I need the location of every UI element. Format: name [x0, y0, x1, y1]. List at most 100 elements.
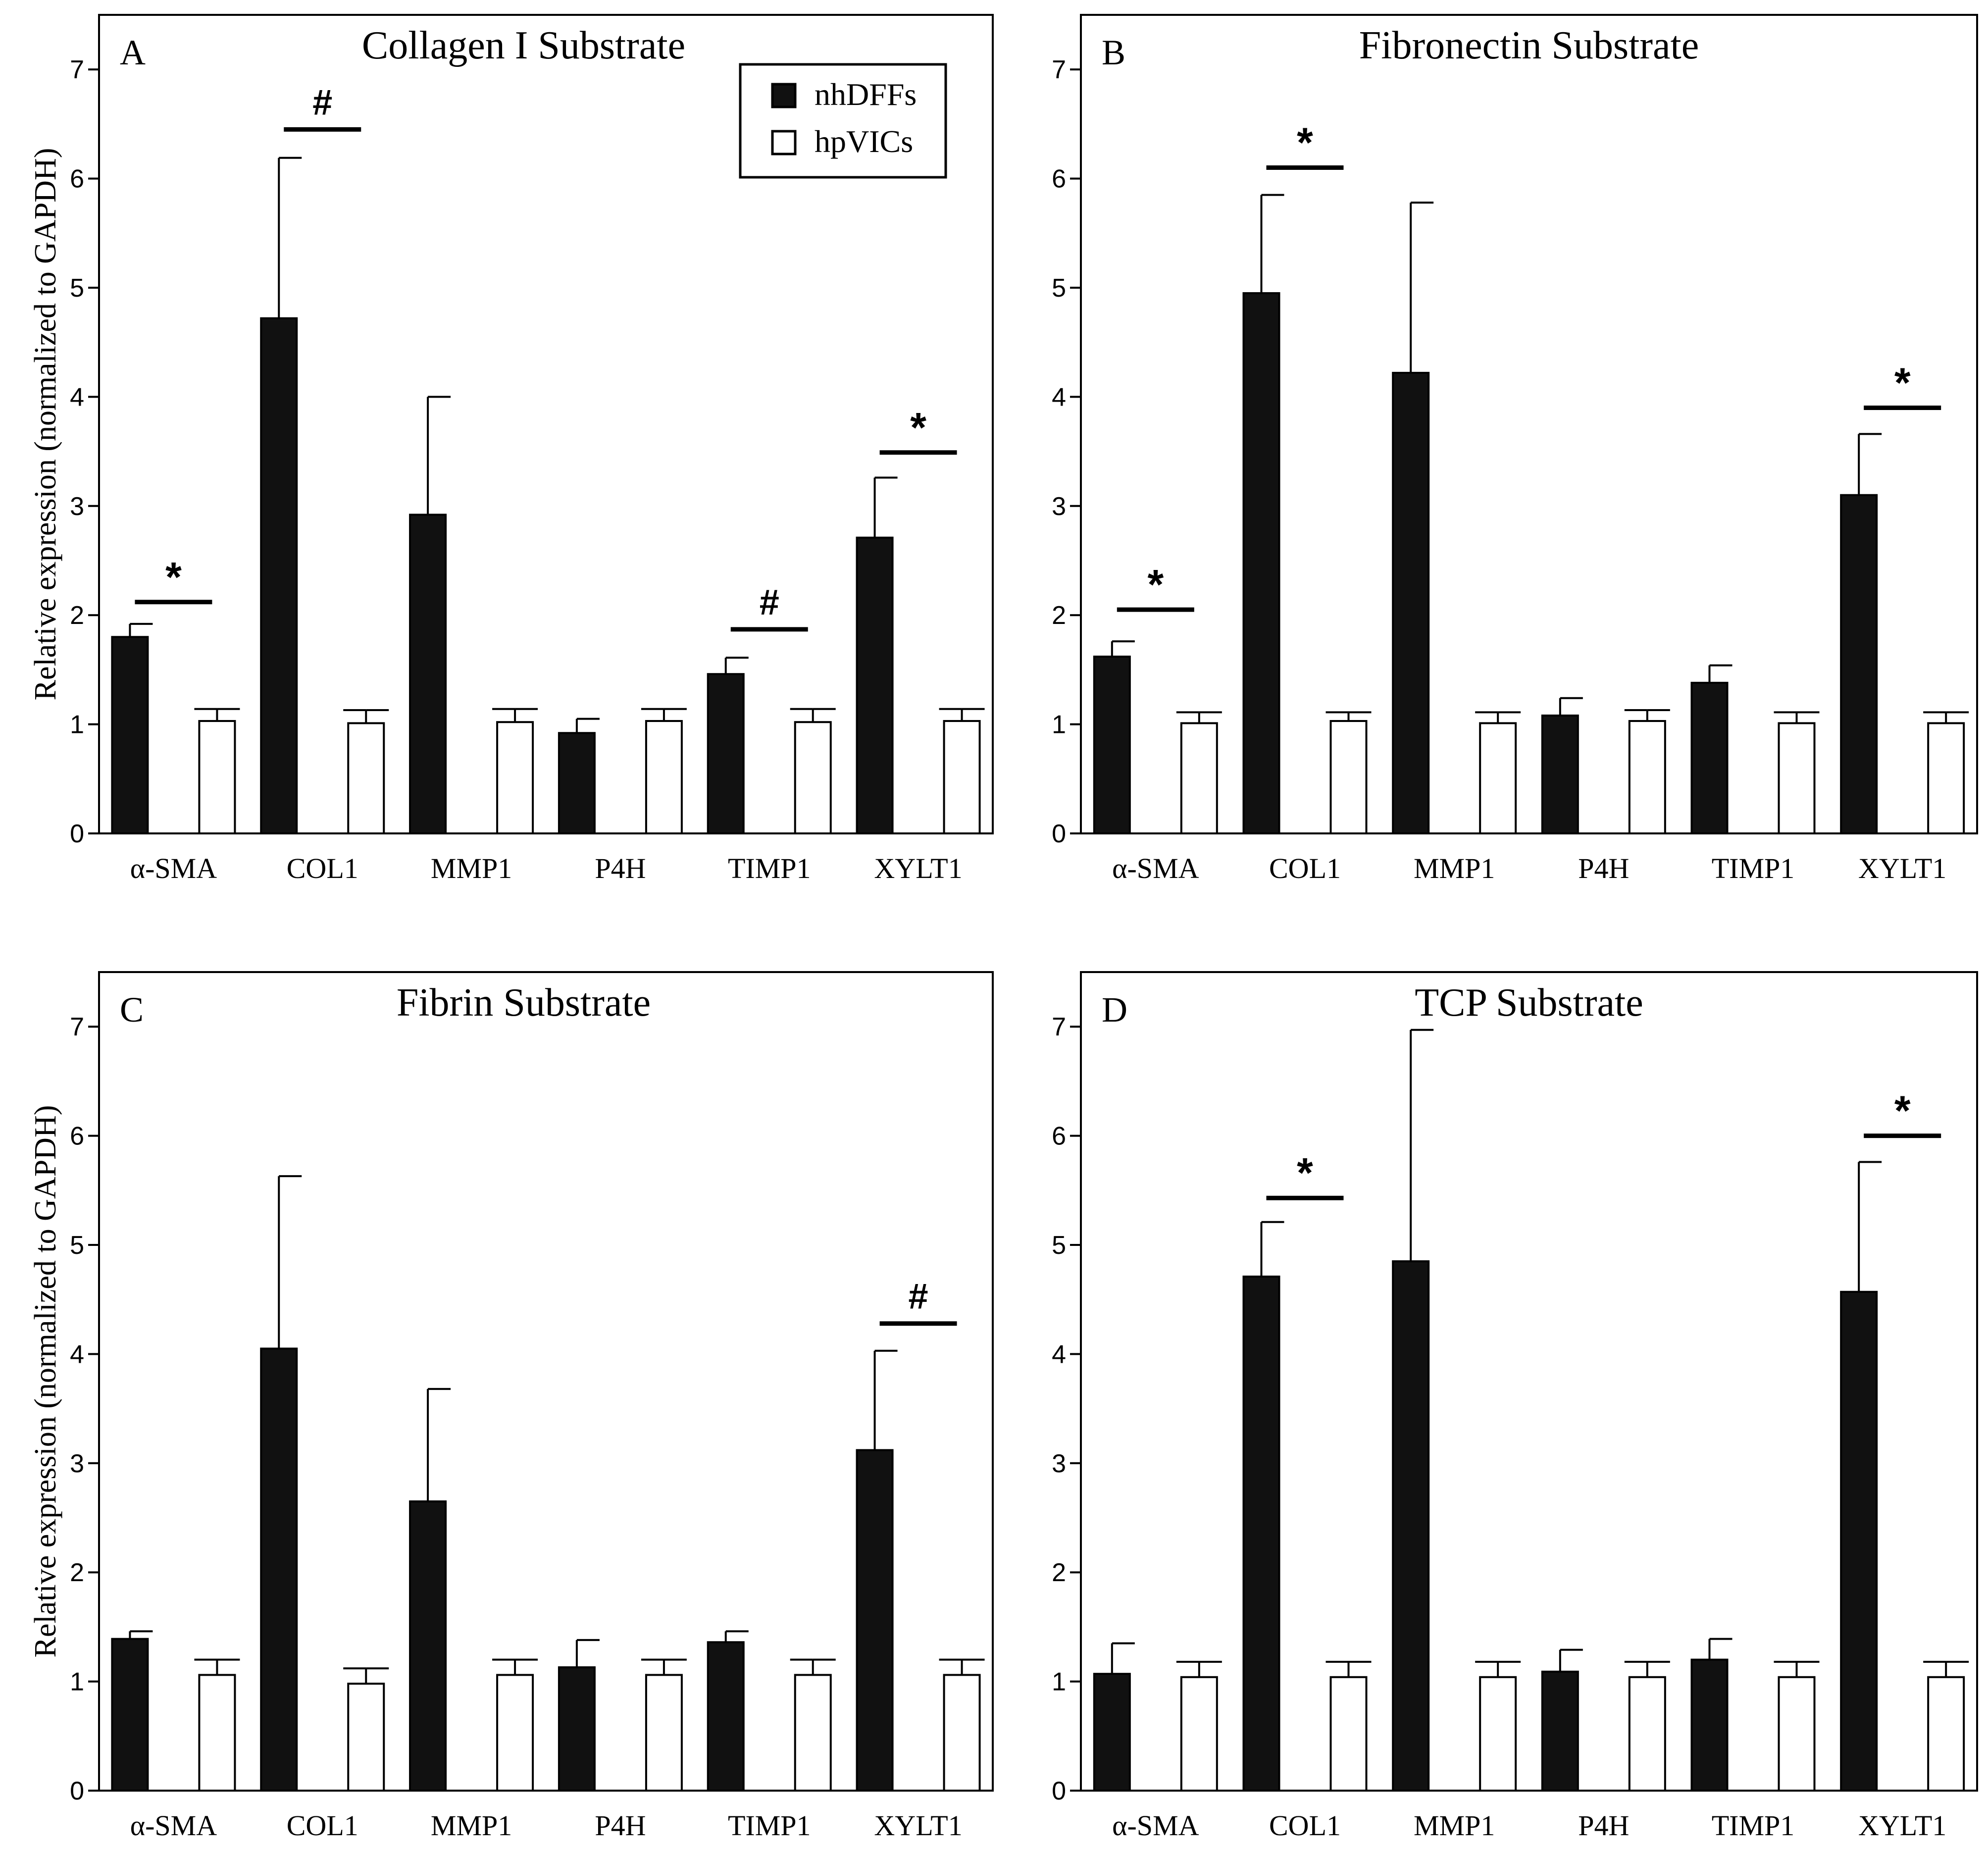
bar-nhdffs-timp1	[1690, 1658, 1729, 1792]
chart-panel-c: 0 1 2 3 4 5 6 7 C Fibrin Substrate Relative expres…	[29, 971, 994, 1842]
bar-nhdffs-timp1	[1690, 681, 1729, 835]
y-tick-label: 1	[70, 711, 84, 739]
x-category-label: XYLT1	[1858, 852, 1946, 884]
y-tick-label: 6	[70, 1122, 84, 1151]
x-category-label: α-SMA	[130, 1809, 217, 1842]
bar-nhdffs-mmp1	[409, 1500, 447, 1792]
x-category-label: XYLT1	[874, 1809, 962, 1842]
significance-marker: #	[909, 1277, 928, 1317]
bar-hpvics-timp1	[794, 1674, 832, 1792]
y-tick-label: 7	[1052, 55, 1066, 84]
panel-letter: B	[1102, 33, 1125, 72]
y-tick-label: 6	[1052, 165, 1066, 194]
x-category-label: P4H	[595, 852, 646, 884]
bar-nhdffs-col1	[1242, 1275, 1280, 1792]
bar-hpvics-sma	[198, 1674, 236, 1792]
bar-nhdffs-col1	[260, 317, 298, 834]
y-tick-label: 0	[70, 1777, 84, 1805]
y-tick-label: 2	[1052, 601, 1066, 630]
y-tick-label: 3	[70, 492, 84, 521]
x-category-label: P4H	[1578, 852, 1629, 884]
y-tick-label: 2	[70, 601, 84, 630]
y-tick-label: 5	[70, 274, 84, 303]
y-tick-label: 1	[1052, 711, 1066, 739]
bar-nhdffs-mmp1	[1392, 1260, 1430, 1792]
bar-nhdffs-xylt1	[1840, 1290, 1878, 1792]
legend-swatch-hpvics	[771, 130, 797, 155]
x-category-label: TIMP1	[728, 1809, 811, 1842]
bar-nhdffs-mmp1	[1392, 371, 1430, 834]
plot-frame	[98, 14, 994, 834]
bar-hpvics-mmp1	[1479, 1676, 1517, 1792]
x-category-label: TIMP1	[1712, 852, 1795, 884]
bar-nhdffs-timp1	[707, 1641, 745, 1792]
significance-marker: #	[312, 83, 332, 122]
bar-nhdffs-sma	[1093, 655, 1131, 835]
significance-marker: #	[760, 583, 779, 622]
bar-hpvics-xylt1	[1927, 1676, 1965, 1792]
bar-hpvics-col1	[347, 1683, 385, 1792]
bar-nhdffs-col1	[1242, 292, 1280, 834]
bar-hpvics-sma	[198, 720, 236, 835]
panel-letter: D	[1102, 990, 1127, 1030]
x-category-label: COL1	[287, 852, 358, 884]
bar-nhdffs-mmp1	[409, 514, 447, 834]
x-category-label: P4H	[595, 1809, 646, 1842]
y-tick-label: 3	[1052, 1449, 1066, 1478]
y-tick-label: 4	[70, 1340, 84, 1369]
bar-hpvics-timp1	[1778, 722, 1816, 834]
bar-nhdffs-col1	[260, 1347, 298, 1792]
y-tick-label: 3	[70, 1449, 84, 1478]
x-category-label: α-SMA	[1112, 852, 1199, 884]
y-tick-label: 2	[1052, 1558, 1066, 1587]
x-category-label: MMP1	[1414, 1809, 1495, 1842]
bar-hpvics-xylt1	[1927, 722, 1965, 834]
chart-title: TCP Substrate	[1415, 981, 1643, 1025]
bar-nhdffs-xylt1	[856, 1449, 894, 1792]
legend-label: nhDFFs	[815, 77, 917, 112]
panel-letter: A	[120, 33, 146, 72]
y-tick-label: 7	[70, 55, 84, 84]
bar-nhdffs-p4h	[1541, 714, 1579, 835]
x-category-label: COL1	[1269, 1809, 1341, 1842]
significance-marker: *	[1297, 1149, 1313, 1196]
x-category-label: TIMP1	[1712, 1809, 1795, 1842]
bar-nhdffs-xylt1	[1840, 494, 1878, 834]
bar-hpvics-timp1	[794, 721, 832, 835]
y-tick-label: 4	[1052, 383, 1066, 412]
chart-panel-a: 0 1 2 3 4 5 6 7 A Collagen I Substrate Relative ex…	[29, 14, 994, 884]
bar-hpvics-mmp1	[496, 1674, 534, 1792]
x-category-label: α-SMA	[1112, 1809, 1199, 1842]
plot-frame	[1080, 14, 1978, 834]
x-category-label: XYLT1	[1858, 1809, 1946, 1842]
bar-hpvics-timp1	[1778, 1676, 1816, 1792]
y-tick-label: 7	[70, 1013, 84, 1041]
legend-swatch-nhdffs	[771, 83, 797, 108]
bar-nhdffs-p4h	[558, 1666, 596, 1792]
bar-hpvics-p4h	[1628, 1676, 1666, 1792]
significance-marker: *	[1297, 119, 1313, 166]
panel-letter: C	[120, 990, 144, 1030]
significance-marker: *	[1147, 561, 1164, 608]
bar-hpvics-sma	[1180, 722, 1218, 834]
chart-panel-d: 0 1 2 3 4 5 6 7 D TCP Substrate α-SMA COL1 MMP1 P4H TI…	[1052, 971, 1978, 1842]
y-tick-label: 6	[1052, 1122, 1066, 1151]
y-axis-label: Relative expression (normalized to GAPDH…	[29, 148, 62, 701]
chart-title: Collagen I Substrate	[362, 24, 685, 67]
bar-nhdffs-p4h	[558, 732, 596, 835]
bar-hpvics-xylt1	[943, 720, 981, 835]
y-tick-label: 7	[1052, 1013, 1066, 1041]
x-category-label: MMP1	[431, 852, 512, 884]
bar-hpvics-col1	[347, 722, 385, 834]
bar-nhdffs-xylt1	[856, 536, 894, 834]
y-tick-label: 0	[1052, 1777, 1066, 1805]
bar-hpvics-p4h	[1628, 720, 1666, 835]
y-tick-label: 3	[1052, 492, 1066, 521]
x-category-label: COL1	[1269, 852, 1341, 884]
bar-hpvics-p4h	[645, 1674, 683, 1792]
chart-title: Fibrin Substrate	[397, 981, 651, 1025]
x-category-label: XYLT1	[874, 852, 962, 884]
y-axis-label: Relative expression (normalized to GAPDH…	[29, 1105, 62, 1658]
bar-nhdffs-sma	[111, 1638, 149, 1792]
